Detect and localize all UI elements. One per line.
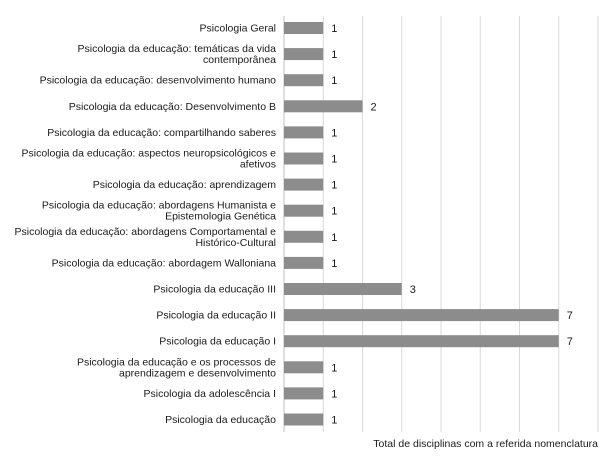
category-label-line: Psicologia da educação III (153, 284, 276, 296)
data-label: 1 (331, 415, 337, 427)
data-label: 1 (331, 258, 337, 270)
category-label-line: Psicologia da educação: Desenvolvimento … (69, 101, 276, 113)
bar (284, 230, 324, 243)
category-label: Psicologia da educação: abordagens Compo… (14, 226, 276, 249)
bar (284, 309, 559, 322)
data-label: 1 (331, 49, 337, 61)
bar (284, 413, 324, 426)
bars (284, 22, 559, 426)
category-label-line: afetivos (240, 159, 276, 171)
bar (284, 256, 324, 269)
bar (284, 126, 324, 139)
bar (284, 204, 324, 217)
category-labels: Psicologia Geral Psicologia da educação: … (14, 23, 276, 427)
category-label-line: Psicologia da educação II (156, 310, 276, 322)
category-label: Psicologia da adolescência I (143, 388, 276, 400)
category-label: Psicologia da educação e os processos de… (77, 356, 276, 379)
category-label: Psicologia da educação: temáticas da vid… (78, 43, 277, 66)
data-label: 3 (410, 284, 416, 296)
category-label-line: Psicologia da educação: compartilhando s… (47, 127, 276, 139)
category-label-line: Psicologia da educação I (159, 336, 276, 348)
category-label-line: Psicologia da educação: abordagens Compo… (14, 226, 276, 238)
category-label: Psicologia da educação III (153, 284, 276, 296)
category-label: Psicologia da educação I (159, 336, 276, 348)
bar (284, 283, 402, 295)
data-label: 1 (331, 180, 337, 192)
category-label: Psicologia da educação: aspectos neurops… (22, 148, 277, 171)
category-label-line: Psicologia da educação: abordagem Wallon… (52, 257, 277, 269)
category-label-line: Psicologia Geral (200, 23, 276, 35)
data-label: 7 (567, 336, 573, 348)
category-label: Psicologia da educação: Desenvolvimento … (69, 101, 276, 113)
category-label-line: Psicologia da educação: abordagens Human… (42, 200, 276, 212)
category-label-line: Psicologia da educação: desenvolvimento … (40, 75, 277, 87)
bar (284, 335, 559, 348)
data-label: 1 (331, 154, 337, 166)
category-label-line: Histórico-Cultural (195, 237, 276, 249)
category-label: Psicologia da educação: compartilhando s… (47, 127, 276, 139)
data-label: 1 (331, 232, 337, 244)
category-label-line: Psicologia da educação e os processos de (77, 356, 276, 368)
category-label-line: contemporânea (203, 54, 276, 66)
category-label: Psicologia da educação: desenvolvimento … (40, 75, 277, 87)
category-label-line: aprendizagem e desenvolvimento (119, 367, 276, 379)
data-label: 7 (567, 310, 573, 322)
bar (284, 178, 324, 191)
bar (284, 100, 363, 113)
category-label: Psicologia da educação: aprendizagem (93, 179, 277, 191)
category-label-line: Psicologia da adolescência I (143, 388, 276, 400)
category-label: Psicologia da educação II (156, 310, 276, 322)
category-label: Psicologia da educação (165, 414, 276, 426)
category-label: Psicologia Geral (200, 23, 276, 35)
data-label: 1 (331, 75, 337, 87)
data-label: 1 (331, 23, 337, 35)
value-labels: 1 1 1 2 1 1 1 1 1 1 3 7 7 1 1 1 (331, 23, 573, 427)
data-label: 1 (331, 388, 337, 400)
category-label-line: Psicologia da educação: temáticas da vid… (78, 43, 277, 55)
data-label: 1 (331, 362, 337, 374)
bar (284, 74, 324, 87)
category-label: Psicologia da educação: abordagens Human… (42, 200, 276, 223)
data-label: 1 (331, 127, 337, 139)
bar (284, 48, 324, 61)
x-axis-title: Total de disciplinas com a referida nome… (373, 438, 598, 450)
category-label: Psicologia da educação: abordagem Wallon… (52, 257, 277, 269)
category-label-line: Epistemologia Genética (165, 211, 276, 223)
bar (284, 22, 324, 34)
category-label-line: Psicologia da educação: aspectos neurops… (22, 148, 277, 160)
bar (284, 387, 324, 400)
category-label-line: Psicologia da educação (165, 414, 276, 426)
bar (284, 361, 324, 374)
data-label: 1 (331, 206, 337, 218)
bar (284, 152, 324, 165)
data-label: 2 (371, 101, 377, 113)
category-label-line: Psicologia da educação: aprendizagem (93, 179, 277, 191)
